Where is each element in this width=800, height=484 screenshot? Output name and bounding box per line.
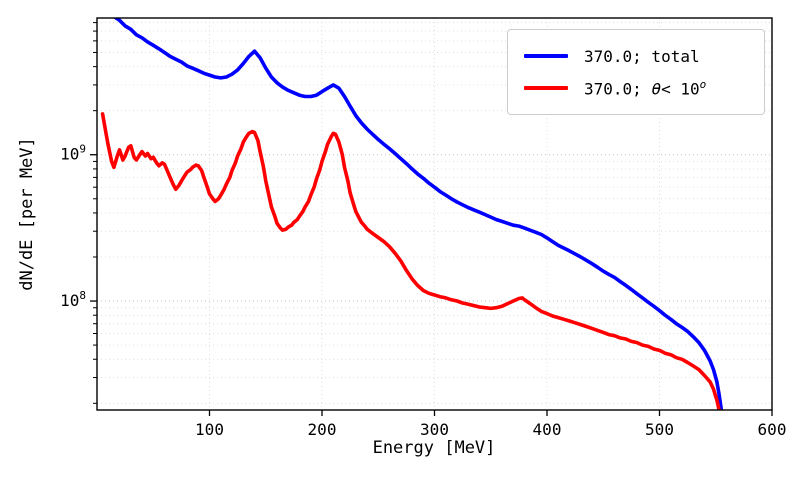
x-tick-label: 300 [420, 420, 449, 439]
y-tick-label: 109 [60, 143, 86, 164]
y-tick-label: 108 [60, 289, 86, 310]
legend-entry-theta: 370.0; θ< 10o [514, 72, 758, 104]
x-tick-label: 100 [195, 420, 224, 439]
tick-marks [90, 22, 773, 416]
legend: 370.0; total 370.0; θ< 10o [507, 29, 765, 115]
x-tick-label: 200 [308, 420, 337, 439]
legend-label-theta: 370.0; θ< 10o [584, 77, 707, 99]
legend-entry-total: 370.0; total [514, 40, 758, 72]
x-tick-label: 400 [533, 420, 562, 439]
x-axis-label: Energy [MeV] [373, 438, 496, 458]
legend-label-total: 370.0; total [584, 46, 700, 66]
x-tick-label: 600 [758, 420, 787, 439]
x-tick-label: 500 [645, 420, 674, 439]
series-theta-line [100, 112, 721, 410]
data-series-layer [100, 18, 724, 410]
y-axis-label: dN/dE [per MeV] [17, 137, 37, 291]
tick-labels: 100 200 300 400 500 600 108 109 [60, 143, 786, 439]
series-total-line [112, 18, 724, 410]
legend-line-blue [524, 54, 568, 58]
legend-line-red [524, 86, 568, 90]
horizontal-gridlines [97, 22, 772, 404]
